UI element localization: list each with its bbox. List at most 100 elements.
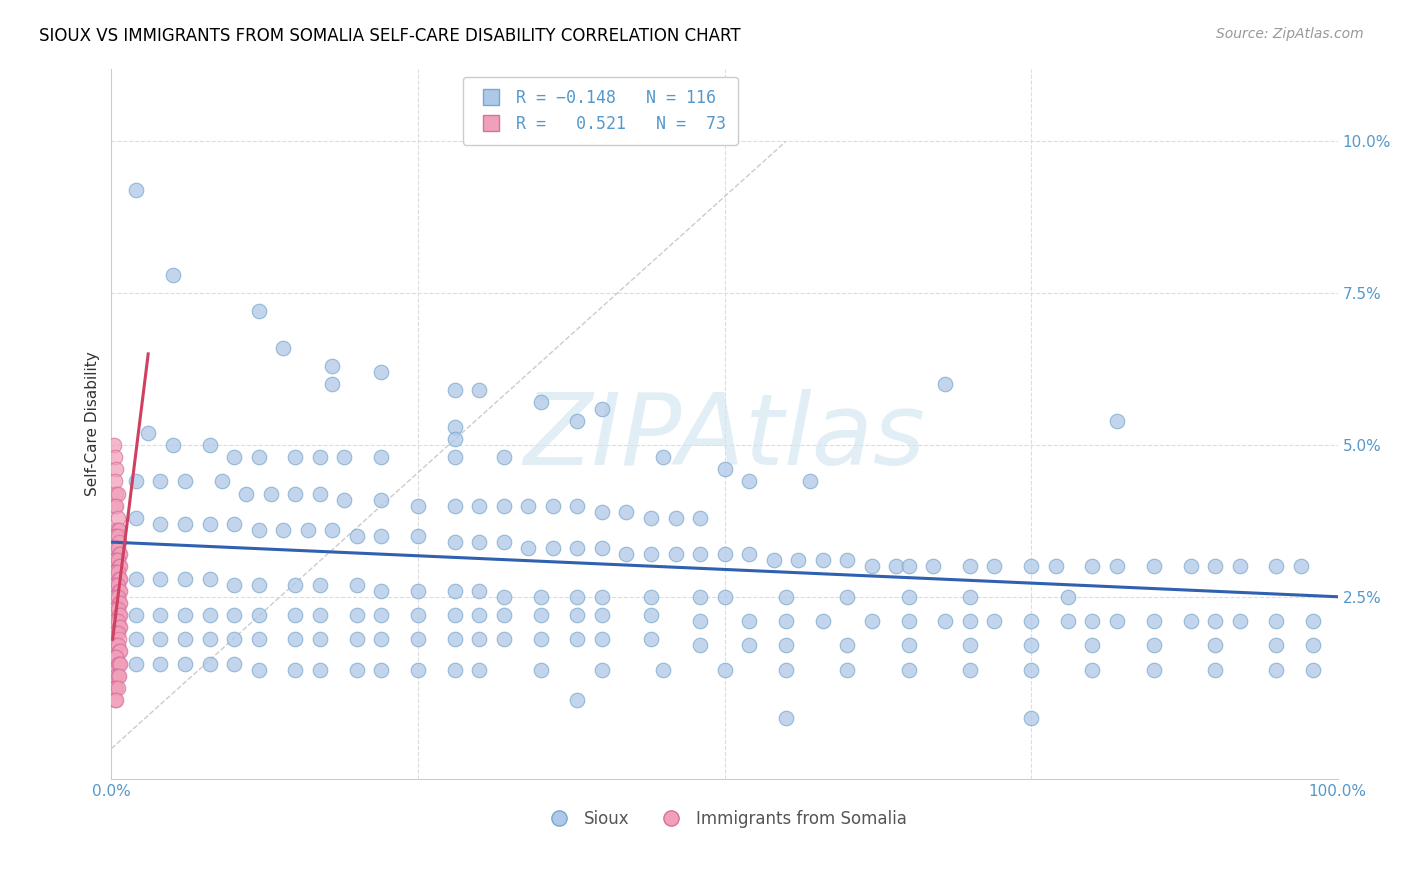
Point [370, 663, 392, 677]
Point [1143, 638, 1166, 652]
Point [443, 663, 465, 677]
Point [346, 529, 368, 543]
Point [174, 657, 197, 671]
Point [959, 663, 981, 677]
Point [104, 499, 127, 513]
Point [346, 663, 368, 677]
Point [1265, 663, 1288, 677]
Point [983, 614, 1005, 628]
Point [897, 559, 920, 574]
Point [689, 638, 711, 652]
Point [775, 638, 797, 652]
Point [309, 663, 332, 677]
Point [104, 681, 127, 695]
Point [107, 529, 129, 543]
Point [108, 547, 131, 561]
Point [443, 419, 465, 434]
Point [1019, 711, 1042, 725]
Point [104, 638, 127, 652]
Point [1302, 614, 1324, 628]
Point [198, 632, 221, 647]
Point [222, 577, 245, 591]
Point [799, 475, 821, 489]
Point [837, 638, 859, 652]
Point [198, 438, 221, 452]
Point [107, 523, 129, 537]
Point [105, 499, 128, 513]
Point [222, 632, 245, 647]
Point [333, 450, 356, 464]
Point [1265, 559, 1288, 574]
Point [174, 572, 197, 586]
Point [107, 559, 129, 574]
Point [105, 541, 128, 556]
Point [247, 577, 270, 591]
Point [1081, 663, 1104, 677]
Point [107, 657, 129, 671]
Point [271, 523, 294, 537]
Point [108, 657, 131, 671]
Point [406, 529, 429, 543]
Point [309, 607, 332, 622]
Point [174, 475, 197, 489]
Point [468, 384, 491, 398]
Point [406, 632, 429, 647]
Point [174, 632, 197, 647]
Point [104, 529, 127, 543]
Point [105, 693, 128, 707]
Point [174, 607, 197, 622]
Point [689, 511, 711, 525]
Point [321, 377, 343, 392]
Point [107, 547, 129, 561]
Point [591, 632, 613, 647]
Point [591, 663, 613, 677]
Point [1081, 638, 1104, 652]
Y-axis label: Self-Care Disability: Self-Care Disability [86, 351, 100, 496]
Point [321, 359, 343, 373]
Point [247, 607, 270, 622]
Point [107, 644, 129, 658]
Point [162, 438, 184, 452]
Point [1180, 614, 1202, 628]
Point [271, 341, 294, 355]
Point [468, 535, 491, 549]
Point [103, 438, 125, 452]
Point [541, 499, 564, 513]
Point [664, 547, 686, 561]
Point [959, 590, 981, 604]
Point [125, 632, 148, 647]
Point [104, 590, 127, 604]
Point [107, 577, 129, 591]
Point [107, 590, 129, 604]
Point [370, 365, 392, 379]
Point [1289, 559, 1312, 574]
Point [105, 486, 128, 500]
Point [934, 377, 956, 392]
Point [370, 529, 392, 543]
Point [370, 492, 392, 507]
Point [775, 711, 797, 725]
Point [104, 475, 127, 489]
Point [492, 632, 515, 647]
Point [837, 590, 859, 604]
Point [105, 614, 128, 628]
Point [884, 559, 907, 574]
Point [107, 572, 129, 586]
Point [247, 523, 270, 537]
Point [1081, 559, 1104, 574]
Point [105, 681, 128, 695]
Point [107, 486, 129, 500]
Point [406, 663, 429, 677]
Point [125, 607, 148, 622]
Point [530, 395, 553, 409]
Point [591, 607, 613, 622]
Point [492, 590, 515, 604]
Point [492, 535, 515, 549]
Point [104, 626, 127, 640]
Point [713, 547, 735, 561]
Point [105, 462, 128, 476]
Point [104, 602, 127, 616]
Point [284, 486, 307, 500]
Point [922, 559, 945, 574]
Point [860, 559, 883, 574]
